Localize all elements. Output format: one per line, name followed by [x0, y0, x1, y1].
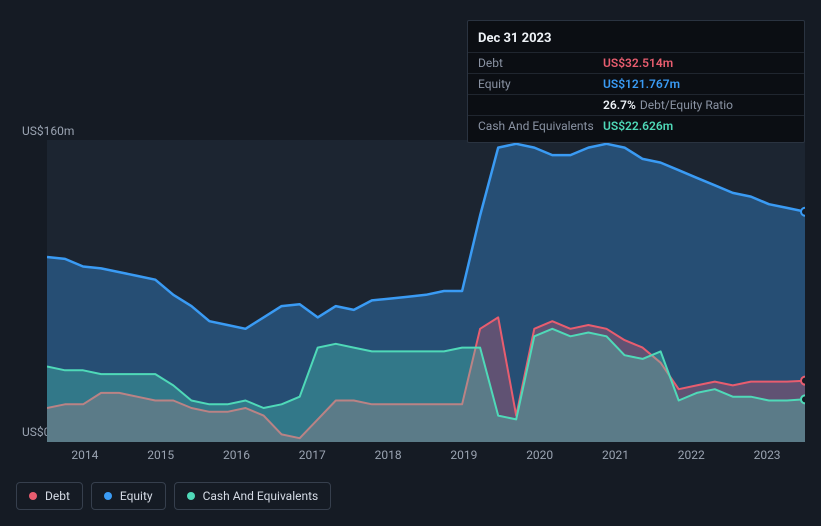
tooltip-value: US$32.514m — [603, 56, 673, 70]
tooltip-label: Cash And Equivalents — [478, 119, 603, 133]
x-axis-label: 2016 — [199, 448, 275, 464]
x-axis-label: 2021 — [578, 448, 654, 464]
x-axis-label: 2020 — [502, 448, 578, 464]
tooltip-date: Dec 31 2023 — [468, 27, 804, 52]
x-axis-label: 2015 — [123, 448, 199, 464]
tooltip-value: US$121.767m — [603, 77, 680, 91]
legend-label: Equity — [120, 489, 153, 503]
tooltip-row: 26.7% Debt/Equity Ratio — [468, 94, 804, 115]
legend: Debt Equity Cash And Equivalents — [16, 482, 331, 510]
legend-dot — [104, 492, 112, 500]
tooltip-label — [478, 98, 603, 112]
tooltip-value: US$22.626m — [603, 119, 673, 133]
x-axis-label: 2014 — [47, 448, 123, 464]
tooltip-label: Debt — [478, 56, 603, 70]
series-marker-debt — [801, 377, 805, 385]
x-axis-label: 2023 — [729, 448, 805, 464]
tooltip: Dec 31 2023 DebtUS$32.514mEquityUS$121.7… — [467, 20, 805, 143]
y-axis-label: US$160m — [22, 124, 74, 138]
tooltip-row: Cash And EquivalentsUS$22.626m — [468, 115, 804, 136]
legend-item-cash-and-equivalents[interactable]: Cash And Equivalents — [174, 482, 332, 510]
x-axis-label: 2017 — [274, 448, 350, 464]
tooltip-row: EquityUS$121.767m — [468, 73, 804, 94]
series-marker-equity — [801, 208, 805, 216]
legend-label: Cash And Equivalents — [203, 489, 319, 503]
legend-item-debt[interactable]: Debt — [16, 482, 83, 510]
x-axis-labels: 2014201520162017201820192020202120222023 — [47, 448, 805, 464]
tooltip-row: DebtUS$32.514m — [468, 52, 804, 73]
tooltip-value: 26.7% — [603, 98, 636, 112]
legend-dot — [187, 492, 195, 500]
chart-area[interactable] — [47, 140, 805, 442]
x-axis-label: 2019 — [426, 448, 502, 464]
tooltip-label: Equity — [478, 77, 603, 91]
x-axis-label: 2018 — [350, 448, 426, 464]
series-marker-cash — [801, 395, 805, 403]
legend-dot — [29, 492, 37, 500]
x-axis-label: 2022 — [653, 448, 729, 464]
legend-item-equity[interactable]: Equity — [91, 482, 166, 510]
tooltip-suffix: Debt/Equity Ratio — [640, 98, 733, 112]
legend-label: Debt — [45, 489, 70, 503]
